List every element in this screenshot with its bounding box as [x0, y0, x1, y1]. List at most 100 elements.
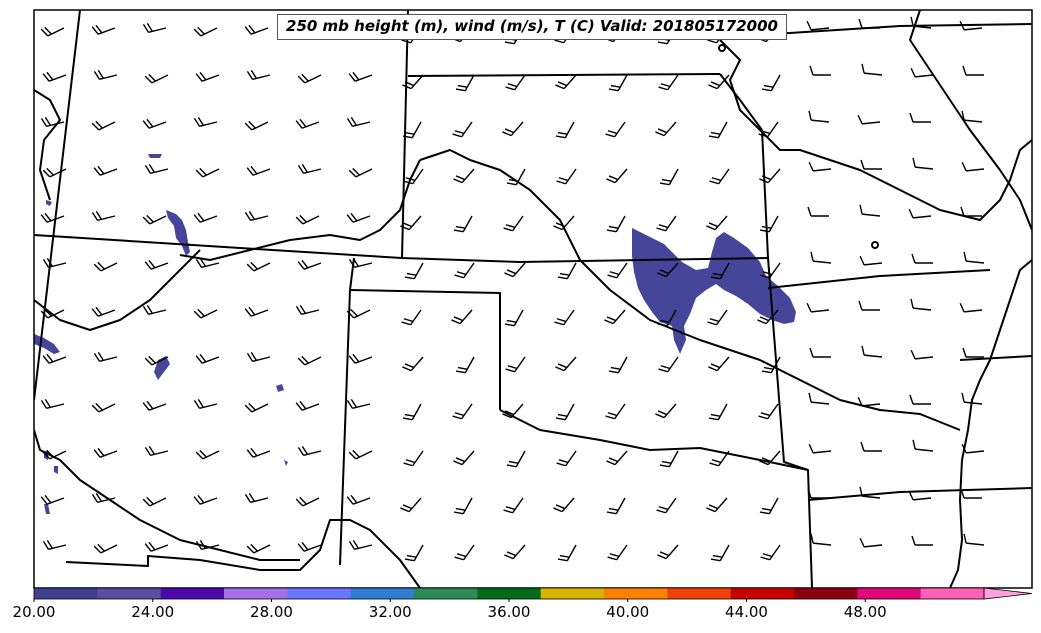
wind-barb — [557, 262, 577, 280]
wind-barb — [706, 215, 728, 231]
wind-barb — [858, 300, 880, 311]
wind-barb — [859, 486, 881, 499]
wind-barb — [295, 214, 320, 225]
wind-barb — [810, 533, 832, 546]
wind-barb — [604, 309, 626, 325]
wind-barb — [144, 355, 169, 366]
wind-barb — [607, 262, 628, 279]
wind-barb — [861, 345, 883, 358]
wind-barb — [910, 349, 934, 360]
river-rio-grande — [34, 429, 300, 561]
wind-barb — [912, 157, 934, 170]
lake-marker-2 — [718, 44, 726, 52]
wind-barb — [402, 74, 424, 90]
wind-barb — [244, 493, 269, 504]
wind-barb — [858, 18, 880, 29]
wind-barb — [454, 544, 475, 561]
colorbar-segment — [287, 588, 352, 599]
wind-barb — [144, 446, 169, 457]
wind-barb — [606, 215, 626, 233]
wind-barb — [657, 544, 679, 560]
wind-barb — [402, 356, 424, 372]
colorbar-segment — [160, 588, 225, 599]
wind-barb — [42, 167, 67, 178]
wind-barb — [195, 449, 220, 460]
wind-barb — [959, 302, 983, 313]
wind-barb — [605, 403, 626, 420]
wind-barb — [857, 114, 881, 125]
wind-barb — [657, 262, 679, 278]
colorbar-segment — [920, 588, 985, 599]
wind-barb — [400, 497, 422, 513]
wind-barb — [961, 443, 985, 454]
shaded-area-colorado-west — [166, 210, 190, 256]
wind-barb — [348, 449, 373, 460]
wind-barb — [453, 497, 473, 515]
wind-barb — [555, 356, 577, 372]
wind-barb — [505, 74, 526, 91]
border-tennessee — [959, 355, 1032, 361]
river-ohio — [909, 10, 1032, 231]
colorbar-segment — [730, 588, 795, 599]
wind-barb — [911, 253, 933, 264]
border-utah-colorado-north — [401, 10, 409, 259]
wind-barb — [451, 309, 473, 325]
wind-barb — [860, 159, 882, 170]
wind-barb — [142, 214, 167, 225]
wind-barb — [244, 120, 269, 131]
wind-barb — [195, 540, 220, 551]
wind-barb — [144, 73, 169, 84]
wind-barb — [553, 215, 575, 231]
wind-barb — [554, 309, 575, 326]
river-arkansas — [419, 149, 961, 431]
wind-barb — [40, 494, 65, 505]
wind-barb — [960, 488, 982, 499]
wind-barb — [658, 356, 679, 373]
wind-barb — [455, 356, 475, 374]
colorbar-tick-label: 48.00 — [843, 603, 887, 621]
colorbar-tick-label: 28.00 — [250, 603, 293, 621]
wind-barb — [760, 262, 781, 279]
wind-barb — [246, 543, 271, 554]
wind-barb — [608, 74, 628, 92]
wind-barb — [453, 168, 475, 184]
colorbar-segment — [857, 588, 922, 599]
colorbar-segment — [414, 588, 478, 599]
wind-barb — [348, 353, 373, 364]
wind-barb — [403, 450, 424, 467]
wind-barb — [960, 206, 982, 217]
border-arkansas-south — [807, 487, 1032, 501]
wind-barb — [963, 533, 985, 546]
wind-barb — [708, 121, 728, 139]
wind-barb — [40, 212, 65, 223]
wind-barb — [556, 450, 577, 467]
border-missouri-south — [767, 269, 991, 289]
wind-barb — [40, 308, 65, 319]
colorbar-tick-label: 32.00 — [368, 603, 412, 621]
wind-barb — [142, 496, 167, 507]
wind-barb — [657, 309, 677, 327]
colorbar-tick-label: 40.00 — [606, 603, 650, 621]
wind-barb — [346, 494, 371, 505]
wind-barb — [556, 168, 577, 185]
wind-barb — [605, 121, 626, 138]
wind-barb — [658, 74, 679, 91]
wind-barb — [908, 490, 932, 501]
wind-barb — [42, 353, 67, 364]
wind-barb — [504, 262, 526, 278]
wind-barb — [297, 541, 322, 552]
wind-barb — [709, 450, 730, 467]
border-colorado-east — [339, 257, 355, 566]
wind-barb — [195, 353, 220, 364]
wind-barb — [656, 215, 677, 232]
wind-barb — [759, 497, 779, 515]
wind-barb — [404, 262, 424, 280]
wind-speed-shading — [34, 154, 796, 514]
wind-barb — [193, 308, 218, 319]
wind-barb — [859, 537, 883, 548]
wind-barb — [244, 306, 269, 317]
state-borders — [34, 10, 1032, 588]
wind-barb — [606, 450, 628, 466]
wind-barb — [142, 23, 167, 34]
